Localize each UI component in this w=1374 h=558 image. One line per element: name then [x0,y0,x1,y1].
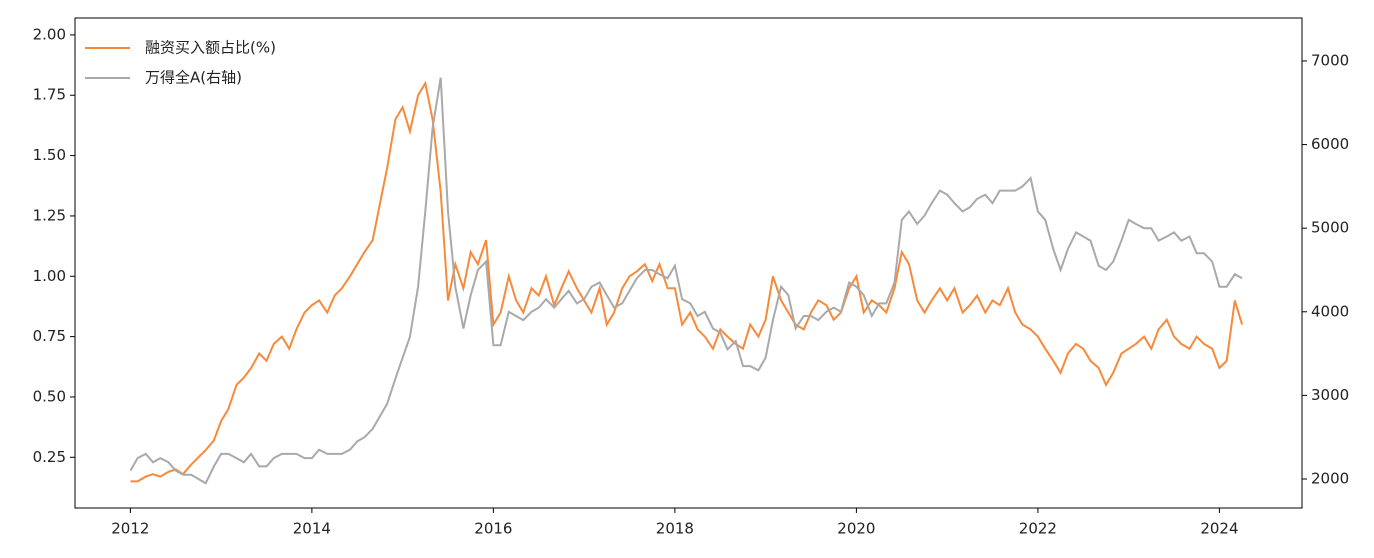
x-tick-label: 2020 [837,520,875,538]
series-line [129,77,1243,485]
y-tick-label: 1.50 [33,146,66,164]
y-tick-label: 2.00 [33,25,66,43]
y2-tick-label: 5000 [1311,219,1349,237]
y2-tick-label: 6000 [1311,135,1349,153]
y2-tick-label: 7000 [1311,51,1349,69]
x-tick-label: 2024 [1200,520,1238,538]
legend-label: 万得全A(右轴) [145,69,242,87]
y-tick-label: 0.75 [33,327,66,345]
x-tick-label: 2014 [293,520,331,538]
y2-tick-label: 2000 [1311,469,1349,487]
y2-tick-label: 3000 [1311,386,1349,404]
y2-tick-label: 4000 [1311,302,1349,320]
x-tick-label: 2018 [656,520,694,538]
series-line [130,80,1244,483]
y-tick-label: 1.25 [33,206,66,224]
legend-label: 融资买入额占比(%) [145,39,276,57]
y-tick-label: 1.75 [33,86,66,104]
x-tick-label: 2016 [474,520,512,538]
y-tick-label: 0.25 [33,448,66,466]
plot-frame [74,17,1303,509]
y-tick-label: 1.00 [33,267,66,285]
x-tick-label: 2022 [1019,520,1057,538]
y-tick-label: 0.50 [33,387,66,405]
x-tick-label: 2012 [111,520,149,538]
